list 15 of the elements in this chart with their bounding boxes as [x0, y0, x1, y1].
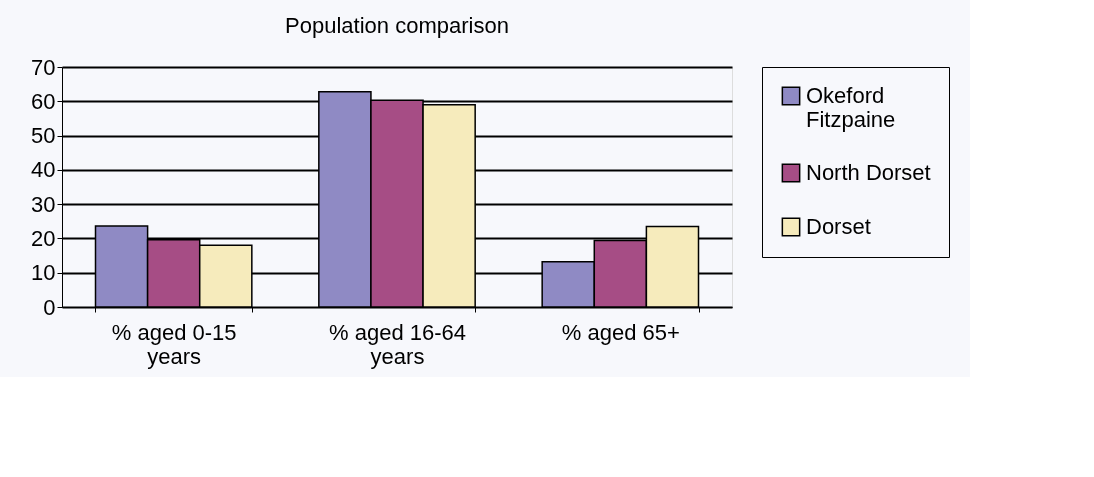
y-tick-label: 50 — [31, 123, 56, 149]
x-tick-label: % aged 0-15 years — [111, 319, 237, 369]
y-tick-label: 30 — [31, 191, 56, 217]
chart-title: Population comparison — [285, 13, 509, 38]
x-tick-label: % aged 65+ — [561, 319, 680, 345]
y-tick-label: 60 — [31, 88, 56, 114]
legend-label: Okeford Fitzpaine — [806, 83, 896, 132]
y-tick-label: 10 — [31, 260, 56, 286]
y-tick-label: 40 — [31, 157, 56, 183]
legend-label: Dorset — [806, 214, 871, 239]
legend-label: North Dorset — [806, 160, 931, 185]
y-tick-label: 70 — [31, 54, 56, 80]
y-tick-label: 20 — [31, 225, 56, 251]
x-tick-label: % aged 16-64 years — [329, 319, 466, 369]
y-tick-label: 0 — [43, 294, 56, 320]
